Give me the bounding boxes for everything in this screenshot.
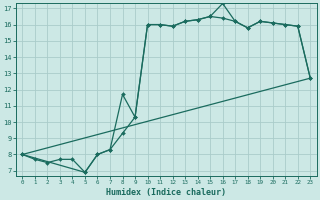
X-axis label: Humidex (Indice chaleur): Humidex (Indice chaleur) xyxy=(106,188,226,197)
